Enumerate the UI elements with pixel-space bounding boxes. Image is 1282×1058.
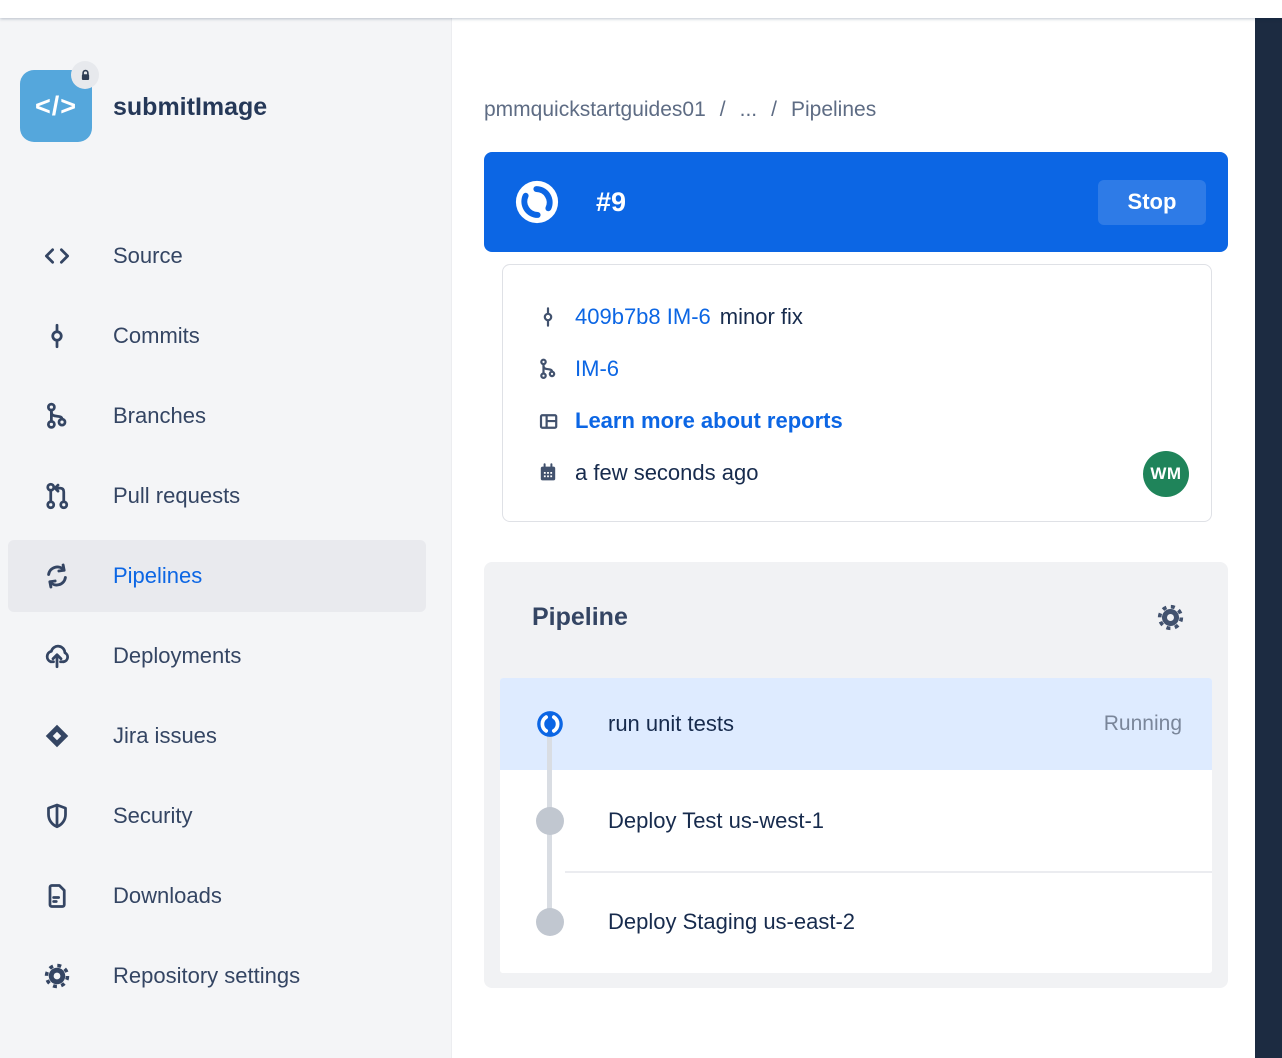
running-spinner-icon: [536, 710, 564, 738]
lock-icon: [81, 69, 89, 80]
pending-dot-icon: [536, 806, 564, 835]
sidebar-item-downloads[interactable]: Downloads: [8, 860, 426, 932]
commit-icon: [42, 321, 72, 351]
step-status: Running: [1103, 712, 1182, 735]
sidebar-item-label: Security: [113, 803, 193, 828]
breadcrumb: pmmquickstartguides01 / ... / Pipelines: [484, 98, 876, 122]
sidebar-item-commits[interactable]: Commits: [8, 300, 426, 372]
sidebar: </> submitImage Source Commits: [0, 18, 452, 1058]
commit-message: minor fix: [719, 304, 803, 329]
step-label: run unit tests: [608, 711, 734, 736]
sidebar-item-repository-settings[interactable]: Repository settings: [8, 940, 426, 1012]
sidebar-item-label: Source: [113, 243, 183, 268]
reports-icon: [535, 408, 561, 434]
sidebar-item-label: Deployments: [113, 643, 242, 668]
sidebar-item-branches[interactable]: Branches: [8, 380, 426, 452]
pipeline-settings-gear-icon[interactable]: [1155, 602, 1186, 633]
code-icon: [42, 241, 72, 271]
sidebar-item-deployments[interactable]: Deployments: [8, 620, 426, 692]
sidebar-item-label: Pipelines: [113, 563, 203, 588]
sidebar-item-label: Repository settings: [113, 963, 301, 988]
commit-summary-card: 409b7b8 IM-6 minor fix IM-6 Learn more a…: [502, 264, 1212, 522]
breadcrumb-project[interactable]: pmmquickstartguides01: [484, 98, 706, 121]
commit-hash-link[interactable]: 409b7b8 IM-6: [575, 304, 711, 329]
pipeline-steps-list: run unit tests Running Deploy Test us-we…: [500, 678, 1212, 973]
pipeline-panel-header: Pipeline: [484, 562, 1228, 633]
jira-icon: [42, 721, 72, 751]
gear-icon: [42, 961, 72, 991]
breadcrumb-separator: /: [771, 98, 777, 121]
pull-request-icon: [42, 481, 72, 511]
reports-row: Learn more about reports: [535, 395, 1189, 447]
commit-icon: [535, 304, 561, 330]
code-slash-icon: </>: [34, 90, 78, 121]
shield-icon: [42, 801, 72, 831]
step-divider: [565, 871, 1212, 873]
breadcrumb-ellipsis[interactable]: ...: [739, 98, 758, 121]
pipeline-build-banner: #9 Stop: [484, 152, 1228, 252]
sidebar-item-pipelines[interactable]: Pipelines: [8, 540, 426, 612]
pipelines-icon: [42, 561, 72, 591]
repo-avatar[interactable]: </>: [20, 61, 99, 142]
pipeline-panel-title: Pipeline: [532, 603, 628, 631]
sidebar-item-source[interactable]: Source: [8, 220, 426, 292]
avatar[interactable]: WM: [1143, 451, 1189, 497]
pipeline-step-running[interactable]: run unit tests Running: [500, 678, 1212, 770]
commit-row: 409b7b8 IM-6 minor fix: [535, 291, 1189, 343]
time-row: a few seconds ago: [535, 447, 1189, 499]
pipeline-step-pending[interactable]: Deploy Test us-west-1: [500, 770, 1212, 871]
step-label: Deploy Test us-west-1: [608, 807, 825, 833]
pending-dot-icon: [536, 908, 564, 936]
in-progress-spinner-icon: [515, 180, 559, 224]
deployments-icon: [42, 641, 72, 671]
sidebar-item-pull-requests[interactable]: Pull requests: [8, 460, 426, 532]
branch-icon: [42, 401, 72, 431]
stop-button[interactable]: Stop: [1098, 179, 1206, 225]
build-number: #9: [596, 186, 627, 217]
right-dark-strip: [1255, 18, 1282, 1058]
breadcrumb-current: Pipelines: [790, 98, 877, 121]
sidebar-item-label: Commits: [113, 323, 200, 348]
sidebar-item-label: Jira issues: [113, 723, 217, 748]
sidebar-item-jira-issues[interactable]: Jira issues: [8, 700, 426, 772]
sidebar-nav: Source Commits Branches Pull: [0, 220, 452, 1012]
calendar-icon: [535, 460, 561, 486]
breadcrumb-separator: /: [719, 98, 726, 121]
build-time: a few seconds ago: [575, 460, 759, 485]
learn-more-reports-link[interactable]: Learn more about reports: [575, 408, 843, 433]
top-window-strip: [0, 0, 1282, 18]
branch-link[interactable]: IM-6: [575, 356, 619, 381]
branch-icon: [535, 356, 561, 382]
document-icon: [42, 881, 72, 911]
private-lock-badge: [71, 61, 99, 89]
pipeline-panel: Pipeline run unit tests Running Deploy T…: [484, 562, 1228, 988]
step-label: Deploy Staging us-east-2: [608, 909, 856, 934]
repo-title: submitImage: [113, 93, 268, 121]
sidebar-item-label: Pull requests: [113, 483, 241, 508]
branch-row: IM-6: [535, 343, 1189, 395]
sidebar-item-label: Branches: [113, 403, 206, 428]
pipeline-step-pending[interactable]: Deploy Staging us-east-2: [500, 871, 1212, 973]
sidebar-item-security[interactable]: Security: [8, 780, 426, 852]
sidebar-item-label: Downloads: [113, 883, 222, 908]
